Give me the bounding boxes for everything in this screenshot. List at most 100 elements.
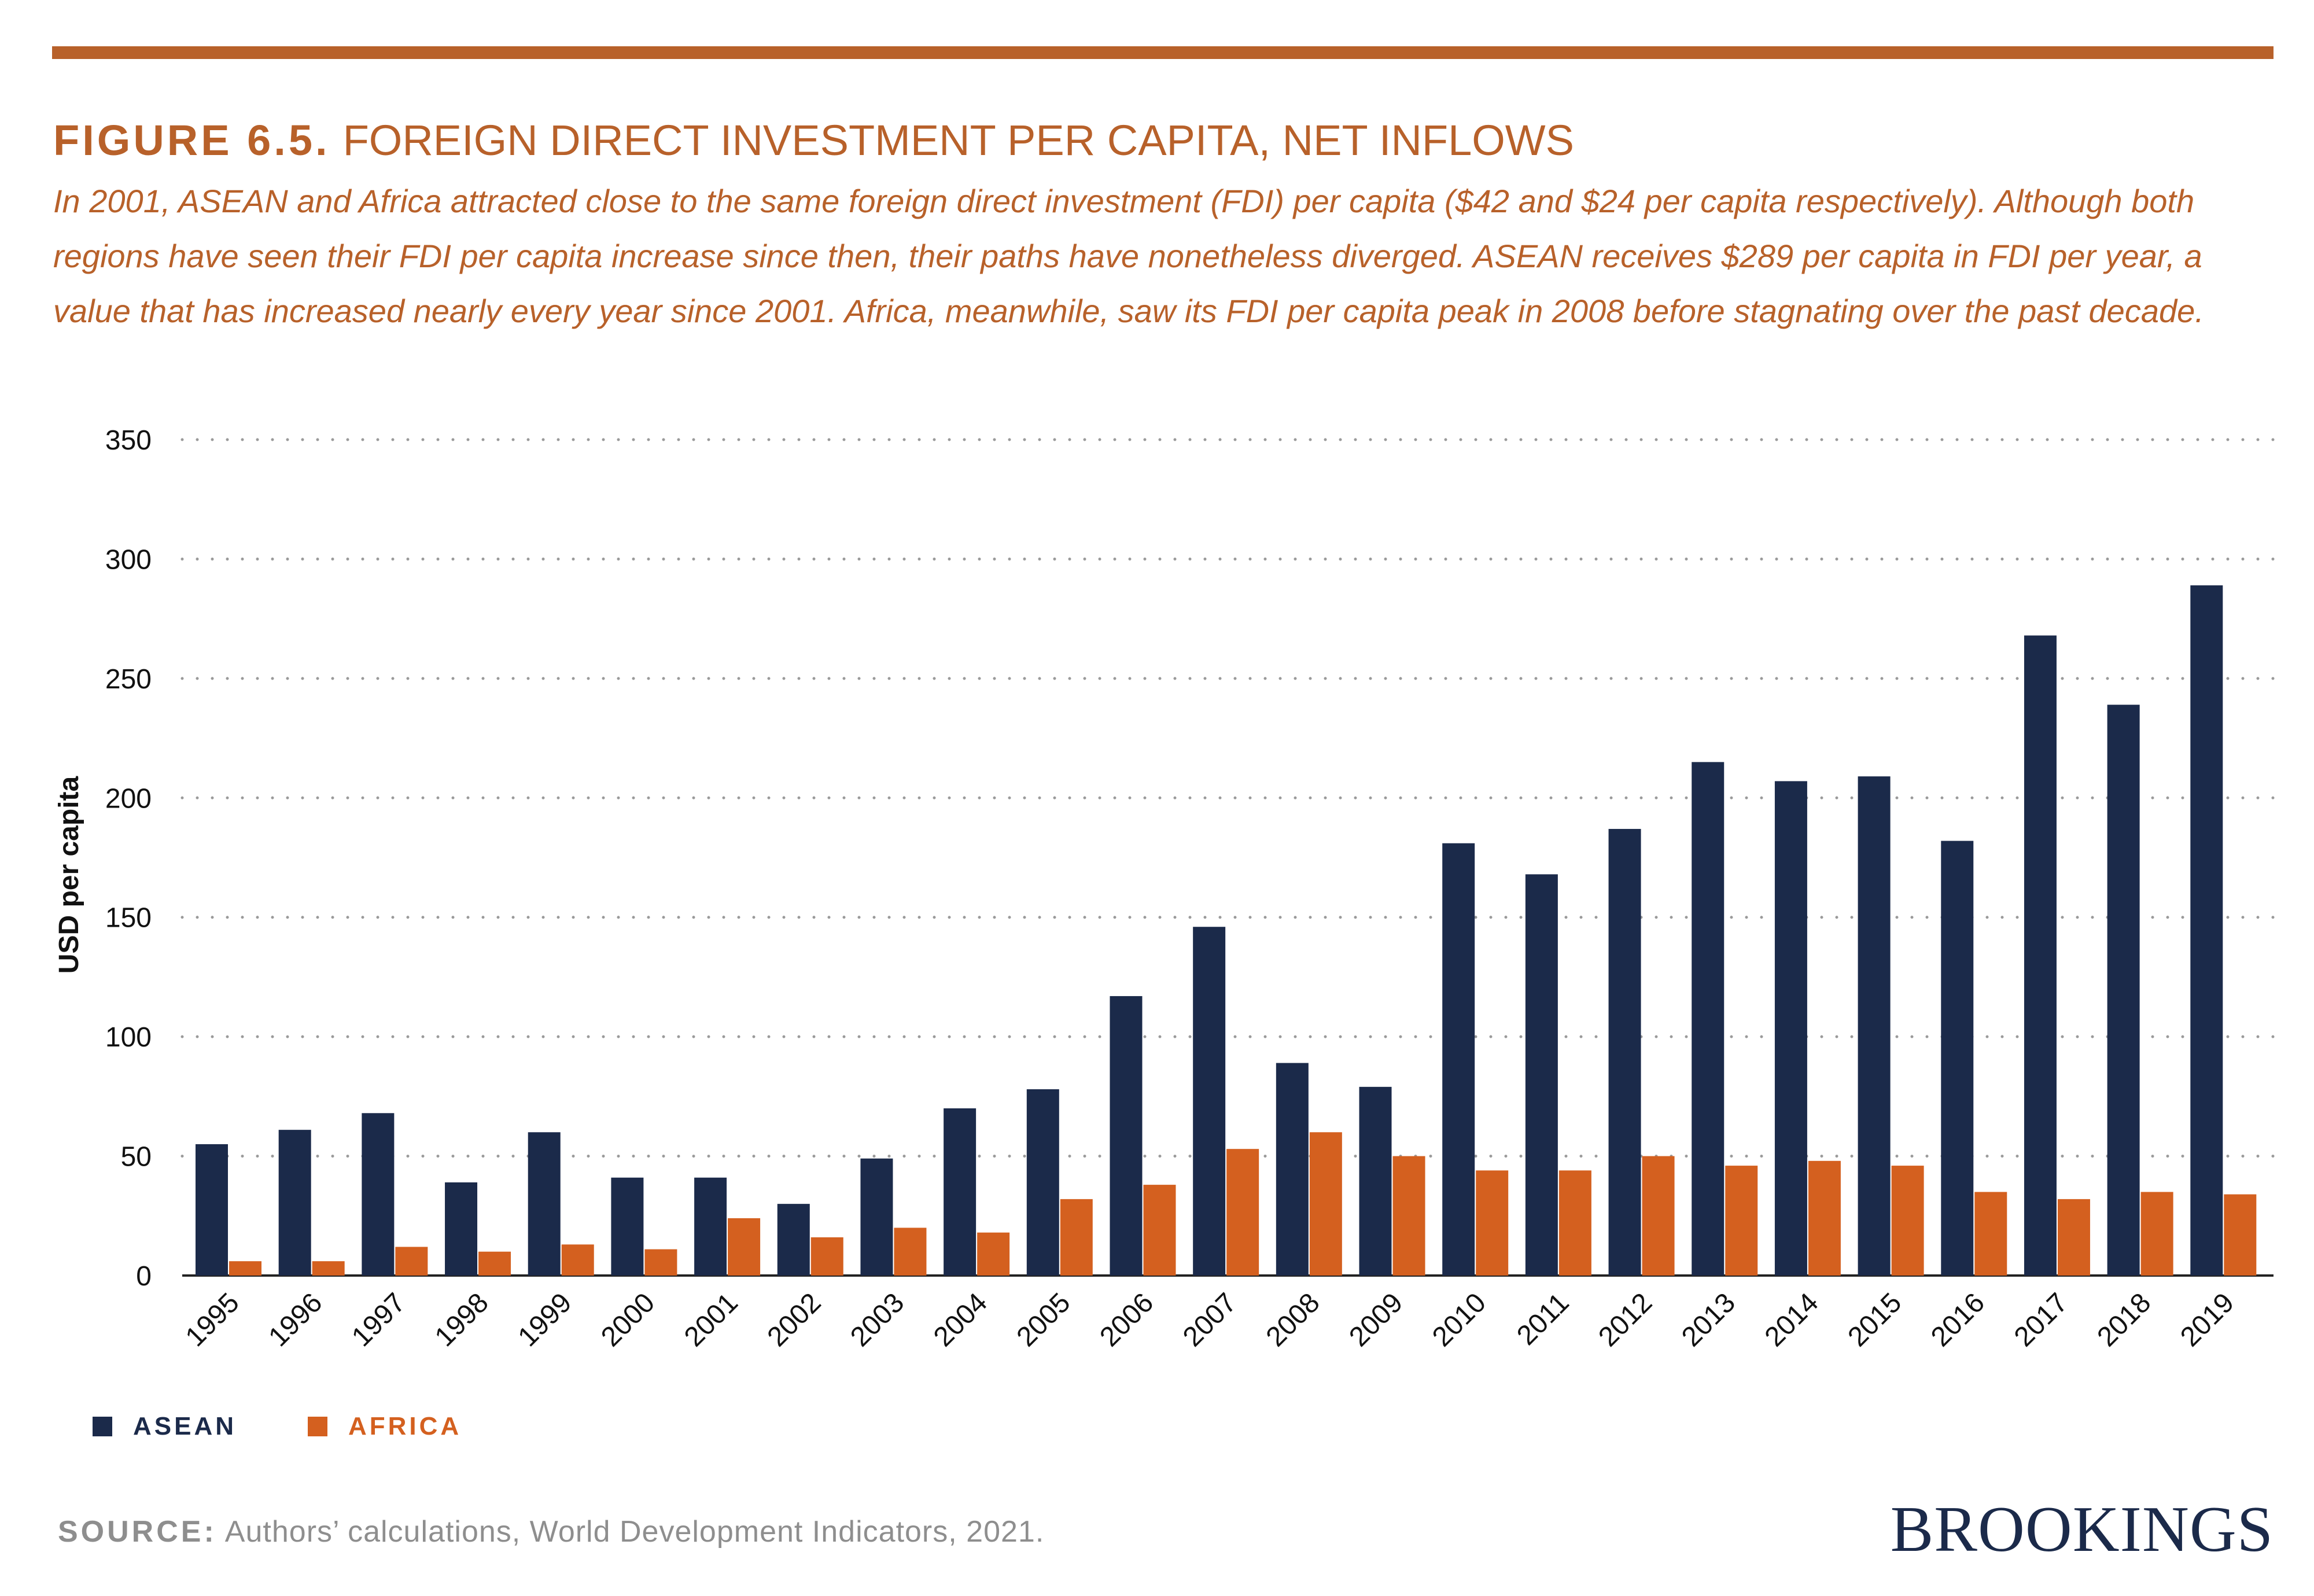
figure-number: FIGURE 6.5. (53, 116, 330, 164)
figure-subtitle: In 2001, ASEAN and Africa attracted clos… (53, 183, 2204, 329)
x-tick-label: 2010 (1427, 1287, 1492, 1352)
x-tick-label: 1997 (346, 1287, 411, 1352)
y-axis-title: USD per capita (54, 776, 84, 974)
bar-asean-2012 (1608, 828, 1641, 1276)
bar-africa-2006 (1143, 1185, 1176, 1276)
figure-title: FIGURE 6.5. FOREIGN DIRECT INVESTMENT PER… (53, 116, 1574, 165)
source-note: SOURCE: Authors’ calculations, World Deve… (58, 1514, 1044, 1549)
bar-asean-2007 (1193, 927, 1226, 1276)
figure-title-text: FOREIGN DIRECT INVESTMENT PER CAPITA, NE… (342, 116, 1575, 164)
bar-asean-2010 (1442, 843, 1475, 1276)
source-text: Authors’ calculations, World Development… (224, 1515, 1045, 1549)
bar-asean-2018 (2107, 705, 2140, 1276)
bar-africa-1999 (561, 1244, 594, 1276)
bar-africa-2018 (2140, 1192, 2173, 1276)
bar-asean-1996 (278, 1130, 311, 1276)
y-tick-label: 300 (105, 544, 152, 575)
bar-africa-1996 (312, 1261, 345, 1276)
top-rule (52, 46, 2274, 59)
bar-africa-1995 (229, 1261, 261, 1276)
bar-asean-2016 (1941, 841, 1974, 1276)
x-tick-label: 2002 (762, 1287, 827, 1352)
bar-asean-1995 (196, 1144, 228, 1276)
bar-africa-2002 (810, 1237, 843, 1276)
legend-swatch-africa (308, 1417, 327, 1436)
bar-asean-2006 (1110, 996, 1143, 1276)
bar-asean-2013 (1692, 762, 1725, 1276)
x-tick-label: 2009 (1343, 1287, 1409, 1352)
brookings-logo: BROOKINGS (1890, 1494, 2274, 1565)
bar-africa-2019 (2224, 1194, 2257, 1276)
bar-africa-2009 (1392, 1156, 1425, 1276)
x-tick-label: 2012 (1593, 1287, 1658, 1352)
bar-africa-2011 (1558, 1170, 1591, 1276)
legend-label-asean: ASEAN (133, 1412, 237, 1440)
bar-africa-2012 (1642, 1156, 1675, 1276)
bar-africa-2007 (1226, 1149, 1259, 1276)
bar-asean-2003 (860, 1158, 893, 1276)
bar-asean-2000 (611, 1177, 644, 1276)
bar-asean-2005 (1026, 1089, 1059, 1276)
bar-africa-1997 (395, 1247, 428, 1276)
x-tick-label: 2005 (1011, 1287, 1077, 1352)
bar-asean-1998 (445, 1182, 478, 1276)
x-tick-label: 1999 (513, 1287, 578, 1352)
bar-africa-2005 (1060, 1199, 1093, 1276)
legend-item-africa: AFRICA (308, 1409, 462, 1444)
legend-item-asean: ASEAN (93, 1409, 237, 1444)
y-tick-label: 50 (121, 1142, 152, 1173)
bar-africa-2014 (1808, 1160, 1841, 1276)
legend-swatch-asean (93, 1417, 112, 1436)
x-tick-label: 2014 (1759, 1287, 1825, 1352)
bar-asean-2009 (1359, 1086, 1392, 1276)
x-tick-label: 2003 (845, 1287, 910, 1352)
bar-africa-2017 (2057, 1199, 2090, 1276)
bar-africa-2010 (1476, 1170, 1509, 1276)
x-tick-label: 2008 (1261, 1287, 1326, 1352)
x-tick-label: 2001 (679, 1287, 744, 1352)
x-tick-label: 2004 (928, 1287, 993, 1352)
x-tick-label: 2015 (1842, 1287, 1907, 1352)
x-tick-label: 2016 (1925, 1287, 1991, 1352)
y-tick-label: 200 (105, 783, 152, 814)
bar-asean-2008 (1276, 1063, 1309, 1276)
y-tick-label: 250 (105, 664, 152, 695)
x-tick-label: 2007 (1177, 1287, 1243, 1352)
bar-asean-2001 (694, 1177, 727, 1276)
x-tick-label: 2019 (2175, 1287, 2240, 1352)
y-tick-label: 150 (105, 903, 152, 934)
bar-asean-1997 (362, 1113, 395, 1276)
bar-africa-2013 (1725, 1166, 1758, 1276)
bar-asean-2015 (1858, 776, 1891, 1276)
y-tick-label: 350 (105, 425, 152, 456)
y-tick-label: 0 (136, 1261, 152, 1292)
source-label: SOURCE: (58, 1515, 217, 1549)
x-tick-label: 2006 (1094, 1287, 1159, 1352)
bar-africa-2000 (644, 1249, 677, 1276)
x-tick-label: 1998 (429, 1287, 495, 1352)
bar-africa-2008 (1309, 1132, 1342, 1276)
x-tick-label: 1995 (180, 1287, 245, 1352)
bar-africa-2001 (728, 1218, 761, 1276)
legend-label-africa: AFRICA (348, 1412, 462, 1440)
bar-asean-2004 (944, 1108, 977, 1276)
bar-africa-2003 (894, 1228, 927, 1276)
bar-asean-2014 (1774, 781, 1807, 1276)
bar-africa-1998 (478, 1251, 511, 1276)
x-tick-label: 1996 (263, 1287, 328, 1352)
bar-asean-2011 (1525, 874, 1558, 1276)
bar-africa-2015 (1891, 1166, 1924, 1276)
y-tick-label: 100 (105, 1022, 152, 1053)
bar-africa-2004 (977, 1232, 1010, 1276)
x-tick-label: 2011 (1511, 1287, 1575, 1351)
bar-asean-2019 (2190, 585, 2223, 1276)
x-tick-label: 2000 (595, 1287, 661, 1352)
bar-asean-1999 (528, 1132, 561, 1276)
bar-asean-2002 (777, 1204, 810, 1276)
x-tick-label: 2013 (1676, 1287, 1741, 1352)
x-tick-label: 2017 (2009, 1287, 2074, 1352)
bar-asean-2017 (2024, 635, 2057, 1276)
bar-africa-2016 (1974, 1192, 2007, 1276)
x-tick-label: 2018 (2091, 1287, 2157, 1352)
